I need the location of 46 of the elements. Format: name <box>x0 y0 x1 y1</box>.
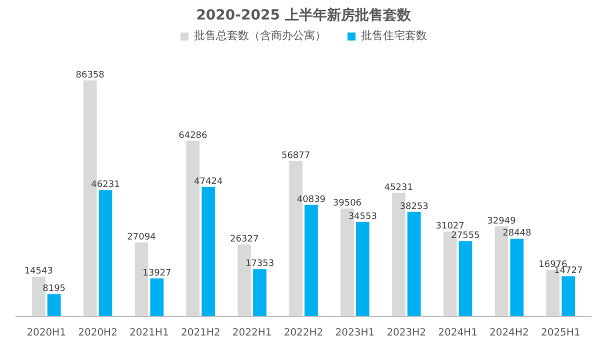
data-label: 13927 <box>142 268 172 278</box>
data-label: 28448 <box>502 228 532 239</box>
bar <box>47 294 61 316</box>
bar <box>304 204 318 316</box>
bar <box>510 238 524 316</box>
x-tick-label: 2021H1 <box>130 328 169 338</box>
x-tick-label: 2025H1 <box>540 328 580 338</box>
data-label: 45231 <box>384 182 413 193</box>
data-label: 14543 <box>24 266 53 277</box>
data-label: 47424 <box>194 176 223 187</box>
bar <box>253 269 266 316</box>
bar <box>562 276 576 316</box>
data-label: 34553 <box>348 212 377 222</box>
data-label: 27555 <box>451 231 480 242</box>
data-label: 26327 <box>230 234 259 245</box>
x-tick-label: 2024H1 <box>438 328 478 338</box>
data-label: 38253 <box>400 202 428 212</box>
x-tick-label: 2020H2 <box>78 328 118 338</box>
legend-label: 批售总套数（含商办公寓） <box>194 28 326 43</box>
x-tick-label: 2022H2 <box>284 328 324 338</box>
x-tick-label: 2024H2 <box>490 328 529 338</box>
data-label: 40839 <box>296 194 326 205</box>
bar <box>458 241 472 316</box>
x-tick-label: 2020H1 <box>26 328 66 338</box>
data-label: 64286 <box>178 130 208 141</box>
bar <box>98 190 112 316</box>
bar <box>356 222 370 316</box>
x-tick-label: 2022H1 <box>232 328 272 338</box>
bar <box>150 278 164 316</box>
bar <box>202 186 216 316</box>
data-label: 14727 <box>554 266 583 276</box>
data-label: 31027 <box>436 222 464 232</box>
x-tick-label: 2023H2 <box>386 328 426 338</box>
data-label: 17353 <box>245 259 274 270</box>
data-label: 8195 <box>42 284 66 294</box>
chart-title: 2020-2025 上半年新房批售套数 <box>196 6 412 24</box>
data-label: 39506 <box>332 198 362 209</box>
data-label: 27094 <box>127 232 156 242</box>
legend-label: 批售住宅套数 <box>361 28 427 43</box>
data-label: 32949 <box>487 216 516 226</box>
x-tick-label: 2021H2 <box>180 328 220 338</box>
data-label: 56877 <box>281 151 310 162</box>
data-label: 86358 <box>76 70 105 80</box>
bar <box>407 212 421 316</box>
x-tick-label: 2023H1 <box>335 328 375 338</box>
data-label: 46231 <box>91 180 120 190</box>
